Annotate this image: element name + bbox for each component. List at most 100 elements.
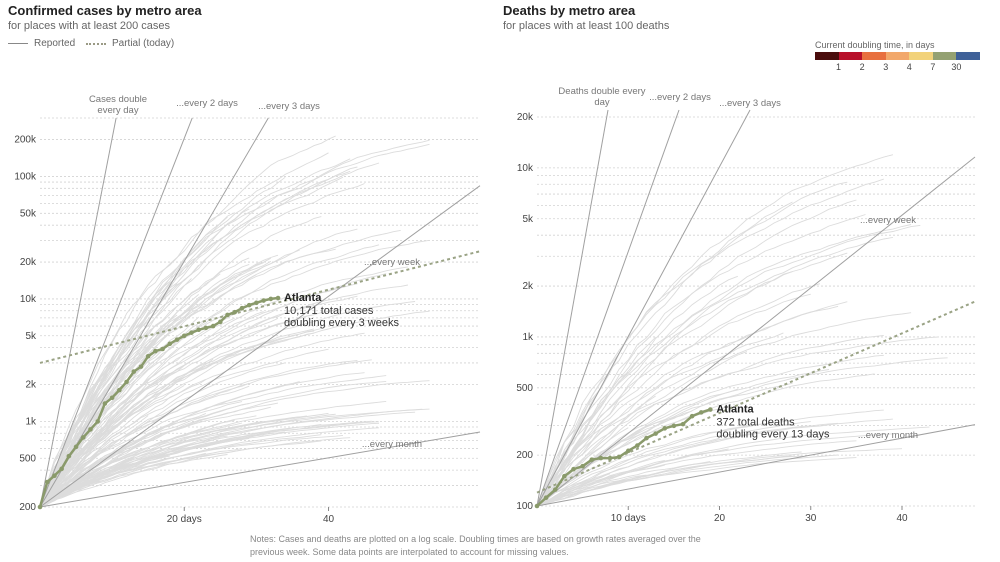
reference-label: ...every week [364,257,420,268]
metro-line [39,381,300,508]
atlanta-point [174,337,180,342]
metro-line [39,310,430,508]
deaths-chart-title: Deaths by metro area [503,3,636,18]
metro-line [39,362,286,508]
metro-line [536,275,738,507]
doubling-label-30: 30 [951,62,962,72]
partial-line [39,250,481,364]
notes: Notes: Cases and deaths are plotted on a… [250,534,701,557]
metro-line [536,236,893,507]
atlanta-point [607,455,613,461]
reference-line [39,117,117,508]
reference-label: ...every month [362,439,422,450]
atlanta-point [52,473,57,479]
metro-line [536,433,893,507]
metro-line [536,301,848,507]
atlanta-point [552,487,558,492]
metro-line [536,369,830,507]
metro-line [536,451,802,507]
doubling-legend-title: Current doubling time, in days [815,40,935,50]
metro-line [39,401,243,508]
metro-line [39,380,430,508]
y-tick-label: 1k [522,332,534,343]
atlanta-point [218,319,223,325]
atlanta-point [598,455,604,461]
y-tick-label: 2k [522,281,534,292]
metro-line [536,154,894,507]
y-tick-label: 200 [19,502,36,513]
metro-line [536,312,912,507]
metro-line [39,332,315,508]
atlanta-point [232,309,238,315]
y-tick-label: 100 [516,501,533,512]
doubling-time-legend: Current doubling time, in days 1 2 3 4 7 30 [815,40,981,72]
metro-line [39,284,408,508]
atlanta-annotation: doubling every 3 weeks [284,317,399,329]
atlanta-point [102,401,108,406]
atlanta-point [698,410,704,415]
legend-reported: Reported [8,38,75,49]
metro-line [39,400,387,508]
metro-line [536,293,811,507]
metro-line [536,440,857,507]
doubling-swatch-3 [885,52,910,60]
atlanta-point [80,435,86,440]
atlanta-point [95,419,101,424]
metro-line [39,415,257,508]
reference-label-line: Cases double [89,94,147,105]
atlanta-point [268,296,274,302]
atlanta-point [562,473,567,479]
reference-line [536,109,680,507]
metro-line [39,170,351,508]
x-tick-label: 30 [805,513,817,524]
atlanta-annotation: 372 total deaths [716,417,795,429]
metro-line [536,460,711,507]
atlanta-point [589,457,595,462]
deaths-chart-subtitle: for places with at least 100 deaths [503,20,670,32]
metro-line [536,382,793,507]
partial-line-swatch [86,42,106,45]
doubling-swatch-6 [956,52,981,60]
metro-line [536,448,903,507]
atlanta-point [109,395,115,401]
doubling-scale-labels: 1 2 3 4 7 30 [815,60,980,72]
atlanta-label: Atlanta [284,292,322,304]
metro-line [536,395,656,507]
atlanta-point [239,305,245,311]
atlanta-line [38,296,279,508]
metro-line [536,409,884,507]
metro-line [536,427,629,507]
metro-line [39,359,372,508]
atlanta-point [196,327,201,333]
reference-label: ...every 2 days [649,92,711,103]
x-tick-label: 20 days [167,514,202,525]
metro-line [39,437,351,508]
metro-line [39,372,170,508]
atlanta-annotation: 10,171 total cases [284,305,374,317]
y-tick-label: 5k [522,214,534,225]
atlanta-point [662,426,668,431]
reference-line [39,431,481,508]
y-tick-label: 1k [25,416,37,427]
atlanta-point [167,341,173,347]
metro-line [39,421,380,508]
reported-line-swatch [8,43,28,44]
y-tick-label: 20k [517,112,534,123]
doubling-swatch-1 [838,52,863,60]
reference-label: Deaths double every day [558,86,645,108]
doubling-label-4: 4 [906,62,912,72]
metro-line [536,357,948,507]
metro-line [536,181,848,507]
metro-line [39,328,322,508]
metro-line [39,454,228,508]
metro-line [536,351,748,507]
atlanta-point [689,413,695,419]
atlanta-point [66,453,72,459]
x-tick-label: 40 [896,513,908,524]
atlanta-point [44,479,50,485]
metro-line [536,199,857,507]
cases-chart-title: Confirmed cases by metro area [8,3,202,18]
metro-line [39,339,127,508]
metro-line [39,418,206,508]
y-tick-label: 200 [516,450,533,461]
